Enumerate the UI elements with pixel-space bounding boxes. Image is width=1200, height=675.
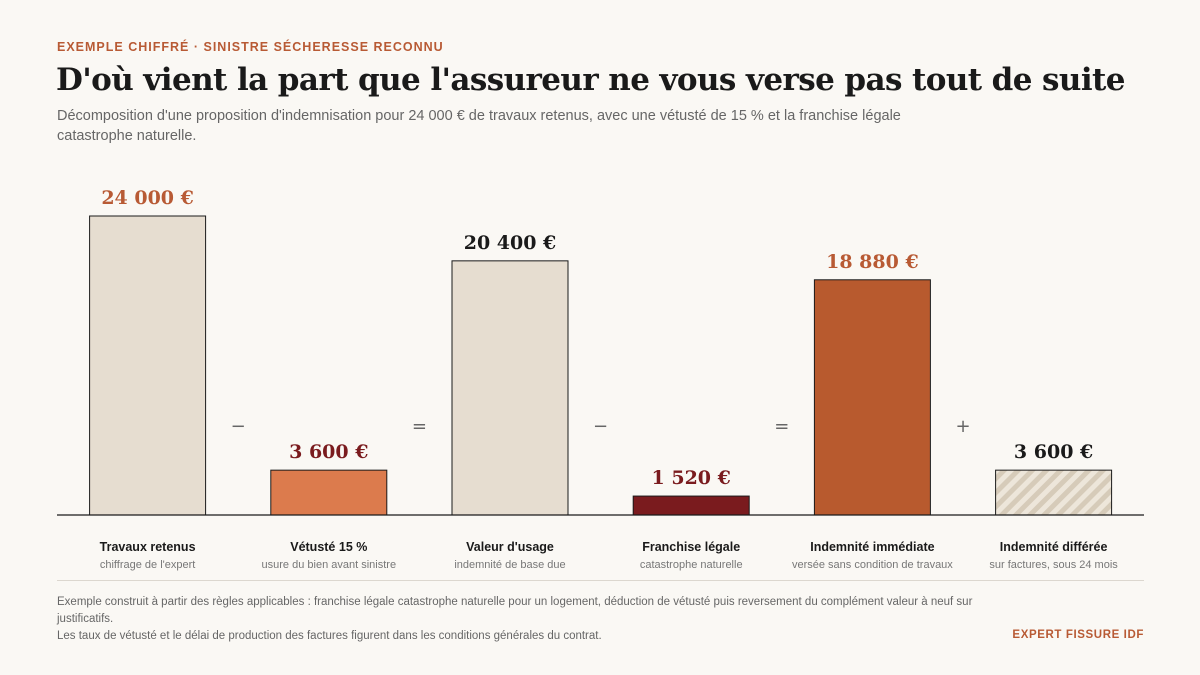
footer-divider <box>57 580 1144 581</box>
operator-symbol: + <box>955 416 970 437</box>
page-title: D'où vient la part que l'assureur ne vou… <box>56 62 1125 98</box>
operator-symbol: − <box>593 416 608 437</box>
bar-value-label: 24 000 € <box>101 187 194 209</box>
operator-symbol: − <box>231 416 246 437</box>
category-sublabel: sur factures, sous 24 mois <box>989 559 1118 571</box>
bar-value-label: 3 600 € <box>289 441 368 463</box>
bar <box>451 260 569 516</box>
category-label: Travaux retenus <box>100 540 196 554</box>
bar-value-label: 3 600 € <box>1014 441 1093 463</box>
bar <box>813 279 931 516</box>
waterfall-chart: 24 000 € Travaux retenus chiffrage de l'ex… <box>57 187 1144 571</box>
footnote-line-1: Exemple construit à partir des règles ap… <box>57 596 973 625</box>
category-label: Franchise légale <box>642 540 740 554</box>
bar-value-label: 18 880 € <box>826 251 919 273</box>
category-sublabel: usure du bien avant sinistre <box>262 559 397 571</box>
operator-symbol: = <box>774 416 789 437</box>
bar <box>270 469 388 516</box>
bar <box>89 215 207 516</box>
brand-label: EXPERT FISSURE IDF <box>1012 629 1144 641</box>
category-label: Indemnité immédiate <box>810 540 934 554</box>
bar-value-label: 20 400 € <box>464 232 557 254</box>
bar <box>995 469 1113 516</box>
page-subtitle: Décomposition d'une proposition d'indemn… <box>57 108 901 144</box>
category-sublabel: versée sans condition de travaux <box>792 559 953 571</box>
operator-symbol: = <box>412 416 427 437</box>
footnote-line-2: Les taux de vétusté et le délai de produ… <box>57 630 602 642</box>
category-sublabel: catastrophe naturelle <box>640 559 743 571</box>
category-sublabel: indemnité de base due <box>454 559 565 571</box>
category-sublabel: chiffrage de l'expert <box>100 559 195 571</box>
category-label: Indemnité différée <box>1000 540 1108 554</box>
bar <box>632 495 750 516</box>
footnote: Exemple construit à partir des règles ap… <box>57 594 1017 645</box>
bar-value-label: 1 520 € <box>652 467 731 489</box>
category-label: Vétusté 15 % <box>290 540 367 554</box>
category-label: Valeur d'usage <box>466 540 554 554</box>
eyebrow: EXEMPLE CHIFFRÉ · SINISTRE SÉCHERESSE RE… <box>57 40 444 54</box>
